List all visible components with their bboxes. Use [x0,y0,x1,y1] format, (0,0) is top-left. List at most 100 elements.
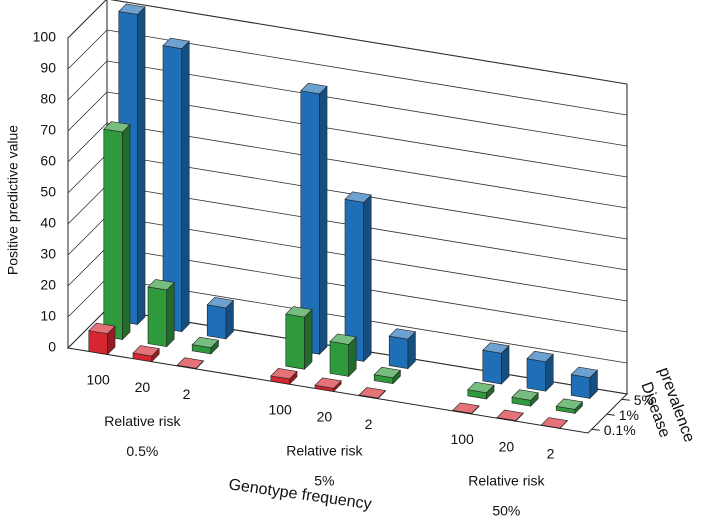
bar-face [526,358,547,392]
bar [132,345,160,363]
grid-line [67,29,628,116]
bar-top [467,381,495,394]
bar-top [191,336,220,349]
group-label: Relative risk [468,472,545,488]
bar [314,377,342,393]
x-tick-label: 2 [183,386,191,402]
bar-side [181,40,190,333]
bar-top [452,402,480,414]
y-tick-label: 20 [40,277,56,293]
bar [300,82,328,355]
bar [570,366,599,400]
x-axis-label: Genotype frequency [228,476,373,513]
bar [373,366,402,385]
z-tick-label: 1% [619,407,639,423]
x-tick-label: 100 [268,401,292,417]
group-label: Relative risk [286,443,363,459]
bar-side [137,6,146,326]
bar [540,417,569,430]
z-tick [606,413,615,416]
bar [147,279,175,348]
bar-top [88,322,116,335]
y-tick-label: 0 [48,339,56,355]
bar [555,398,584,415]
bar-top [358,387,387,399]
bar-top [314,377,342,389]
z-tick-label: 5% [634,392,654,408]
bar-top [300,82,328,95]
bar-top [270,368,298,380]
bar-top [176,357,205,369]
z-tick [591,428,600,431]
bar [496,409,524,422]
bar-top [540,417,569,429]
bar [526,350,554,392]
y-tick-label: 90 [40,60,56,76]
z-tick [621,398,630,401]
bar-top [511,389,539,401]
bar [270,368,298,385]
y-tick-label: 50 [40,184,56,200]
bar-top [373,366,402,379]
bar [452,402,480,415]
bar-top [526,350,554,363]
bar [358,387,387,400]
bar-face [570,374,591,399]
y-tick-label: 10 [40,308,56,324]
bar [388,328,417,370]
bar-top [496,409,524,421]
bar [103,121,131,341]
grid-line [67,60,628,147]
bar-top [555,398,584,410]
bar-top [482,342,510,354]
x-tick-label: 20 [317,409,333,425]
bar [191,336,220,355]
y-tick-label: 80 [40,91,56,107]
bar-top [103,121,131,133]
bar [162,37,190,333]
x-tick-label: 100 [450,431,474,447]
x-tick-label: 20 [499,438,515,454]
bar-top [118,3,146,15]
bar [344,191,372,363]
bar-side [166,281,175,348]
bar-face [147,286,168,348]
x-tick-label: 2 [547,446,555,462]
bar-top [388,328,417,340]
bar-side [363,194,372,363]
bar-face [388,335,409,370]
grid-line [67,0,628,85]
group-label: Relative risk [104,413,181,429]
x-tick-label: 100 [86,372,110,388]
y-tick-label: 30 [40,246,56,262]
bar [467,381,495,400]
y-tick-label: 70 [40,122,56,138]
x-tick-label: 2 [365,416,373,432]
bar [329,333,357,378]
bar-side [122,123,131,341]
grid-line [67,122,628,209]
group-sublabel: 50% [492,502,520,518]
bar-top [147,279,175,291]
bar [206,297,235,340]
x-tick-label: 20 [135,379,151,395]
y-tick-label: 100 [33,29,57,45]
bar-top [206,297,235,309]
bar [285,306,313,370]
z-tick-label: 0.1% [604,422,636,438]
bar-top [329,333,357,345]
group-sublabel: 5% [314,473,334,489]
y-axis-label: Positive predictive value [5,125,21,275]
grid-line [67,91,628,178]
group-sublabel: 0.5% [126,443,158,459]
bar-face [88,330,108,355]
bar-face [103,128,123,340]
bar-face [482,349,502,385]
bar-top [132,345,160,357]
bar-face [285,313,305,370]
bar-face [329,341,350,377]
bar [511,389,539,407]
bar-side [304,308,313,370]
y-tick-label: 40 [40,215,56,231]
bar [176,357,205,370]
